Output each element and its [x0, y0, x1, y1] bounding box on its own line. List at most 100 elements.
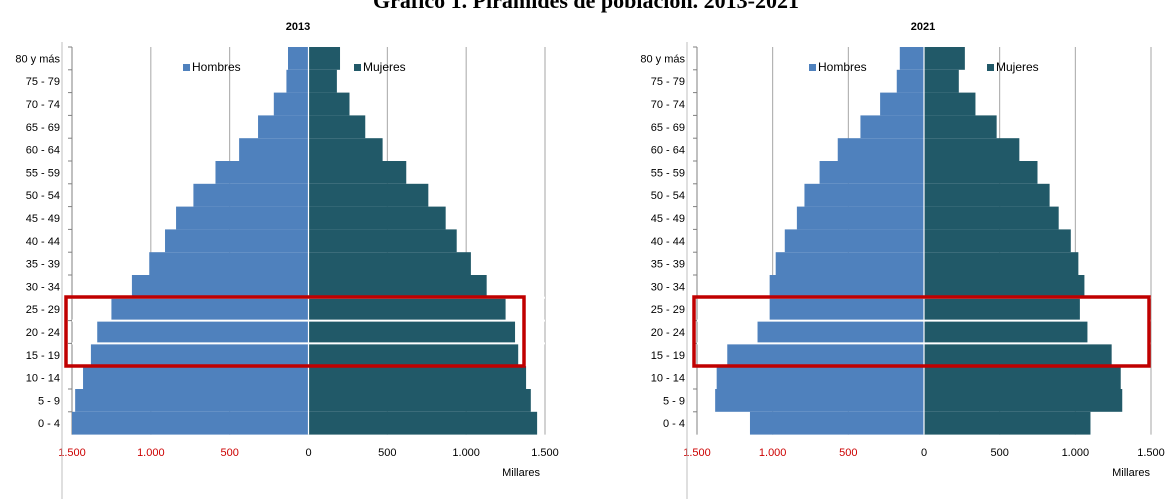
bar-hombres	[837, 138, 924, 161]
category-tick-label: 15 - 19	[26, 350, 60, 362]
bar-hombres	[131, 275, 309, 298]
x-tick-label: 1.500	[1137, 447, 1165, 459]
bar-mujeres	[924, 252, 1079, 275]
bar-hombres	[286, 69, 309, 93]
bar-mujeres	[924, 115, 997, 139]
bar-mujeres	[308, 161, 407, 184]
bar-hombres	[716, 366, 924, 389]
category-tick-label: 20 - 24	[26, 327, 60, 339]
bar-hombres	[176, 206, 309, 230]
bar-mujeres	[924, 297, 1080, 321]
x-tick-label: 1.500	[58, 447, 86, 459]
category-tick-label: 65 - 69	[26, 122, 60, 134]
bar-hombres	[880, 92, 924, 116]
legend-label-hombres: Hombres	[818, 60, 867, 74]
bar-mujeres	[308, 69, 337, 93]
bar-mujeres	[924, 47, 965, 70]
bar-mujeres	[924, 229, 1071, 253]
category-tick-label: 40 - 44	[651, 236, 685, 248]
bar-mujeres	[308, 183, 429, 207]
bar-hombres	[769, 297, 924, 321]
category-tick-label: 0 - 4	[663, 418, 685, 430]
bar-mujeres	[924, 69, 959, 93]
x-tick-label: 1.000	[452, 447, 480, 459]
category-tick-label: 30 - 34	[26, 281, 60, 293]
bar-hombres	[273, 92, 309, 116]
category-tick-label: 5 - 9	[663, 395, 685, 407]
category-tick-label: 50 - 54	[651, 190, 685, 202]
bar-hombres	[804, 183, 924, 207]
category-tick-label: 10 - 14	[26, 373, 60, 385]
bar-mujeres	[308, 297, 506, 321]
x-tick-label: 500	[378, 447, 396, 459]
bar-mujeres	[924, 275, 1085, 298]
x-tick-label: 1.000	[137, 447, 165, 459]
category-tick-label: 40 - 44	[26, 236, 60, 248]
legend-label-hombres: Hombres	[192, 60, 241, 74]
chart-title: 2013	[286, 21, 310, 33]
x-tick-label: 500	[220, 447, 238, 459]
legend-swatch-hombres	[183, 64, 190, 71]
bar-hombres	[288, 47, 309, 70]
bar-mujeres	[308, 252, 471, 275]
bar-mujeres	[308, 343, 519, 367]
highlight-box	[692, 295, 1151, 368]
x-tick-label: 0	[921, 447, 927, 459]
bar-hombres	[796, 206, 924, 230]
x-tick-label: 500	[839, 447, 857, 459]
bar-hombres	[72, 411, 309, 435]
bar-hombres	[757, 320, 924, 344]
bar-hombres	[97, 320, 309, 344]
category-tick-label: 55 - 59	[651, 167, 685, 179]
bar-mujeres	[308, 229, 457, 253]
category-tick-label: 25 - 29	[651, 304, 685, 316]
category-tick-label: 75 - 79	[651, 76, 685, 88]
bar-mujeres	[308, 320, 516, 344]
bar-hombres	[819, 161, 924, 184]
category-tick-label: 50 - 54	[26, 190, 60, 202]
category-tick-label: 25 - 29	[26, 304, 60, 316]
category-tick-label: 55 - 59	[26, 167, 60, 179]
category-tick-label: 80 y más	[640, 53, 685, 65]
bar-hombres	[749, 411, 924, 435]
bar-mujeres	[308, 389, 531, 412]
bar-mujeres	[924, 138, 1020, 161]
category-tick-label: 30 - 34	[651, 281, 685, 293]
bar-hombres	[83, 366, 309, 389]
legend-swatch-hombres	[809, 64, 816, 71]
x-tick-label: 0	[305, 447, 311, 459]
highlight-box	[64, 295, 526, 368]
bar-mujeres	[924, 92, 976, 116]
x-axis-label: Millares	[1112, 467, 1150, 479]
category-tick-label: 45 - 49	[651, 213, 685, 225]
category-tick-label: 70 - 74	[26, 99, 60, 111]
bar-mujeres	[308, 115, 366, 139]
x-tick-label: 1.000	[1062, 447, 1090, 459]
bar-hombres	[784, 229, 924, 253]
bar-hombres	[165, 229, 309, 253]
category-tick-label: 15 - 19	[651, 350, 685, 362]
bar-mujeres	[308, 138, 383, 161]
chart-panel-2013: 2013 0 - 4 5 - 9 10 - 14 15 - 19 20 - 24 25 - …	[15, 21, 559, 499]
bar-mujeres	[308, 92, 350, 116]
bar-hombres	[193, 183, 309, 207]
bar-hombres	[727, 343, 924, 367]
category-tick-label: 45 - 49	[26, 213, 60, 225]
category-tick-label: 60 - 64	[26, 145, 60, 157]
x-tick-label: 500	[990, 447, 1008, 459]
x-axis-label: Millares	[502, 467, 540, 479]
x-tick-label: 1.500	[683, 447, 711, 459]
bar-hombres	[775, 252, 924, 275]
category-tick-label: 75 - 79	[26, 76, 60, 88]
bar-hombres	[215, 161, 309, 184]
bar-hombres	[90, 343, 309, 367]
bar-mujeres	[308, 275, 487, 298]
category-tick-label: 80 y más	[15, 53, 60, 65]
category-tick-label: 65 - 69	[651, 122, 685, 134]
bar-mujeres	[924, 183, 1050, 207]
pyramid-chart-svg: 2013 0 - 4 5 - 9 10 - 14 15 - 19 20 - 24 25 - …	[15, 21, 559, 499]
bar-hombres	[258, 115, 309, 139]
legend-swatch-mujeres	[354, 64, 361, 71]
bar-hombres	[239, 138, 309, 161]
category-tick-label: 10 - 14	[651, 373, 685, 385]
